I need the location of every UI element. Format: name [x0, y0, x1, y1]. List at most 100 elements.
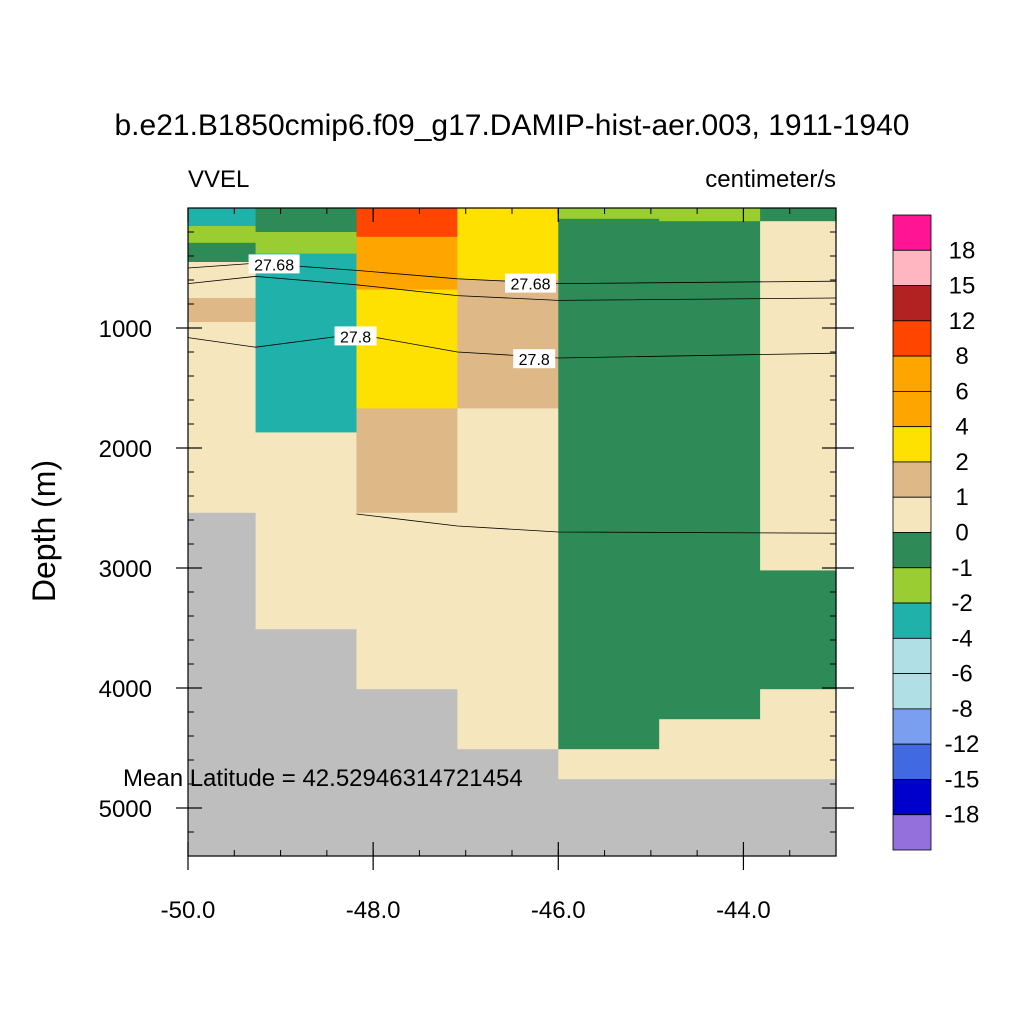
colorbar-label: -12 — [945, 731, 980, 758]
contour-label-bg — [334, 326, 377, 346]
colorbar-box-15 — [892, 743, 932, 780]
heatmap-cell-7 — [255, 208, 358, 233]
colorbar-label: 18 — [949, 237, 976, 264]
contour-label-bg — [248, 254, 300, 274]
contour-line-1 — [187, 275, 837, 301]
colorbar-box-5 — [892, 390, 932, 428]
heatmap-cell-16 — [356, 512, 458, 690]
colorbar-label: -15 — [945, 766, 980, 793]
heatmap-cell-20 — [457, 408, 559, 750]
contour-label-text: 27.8 — [340, 329, 371, 346]
colorbar-box-0 — [892, 214, 932, 251]
heatmap-cell-2 — [188, 242, 257, 263]
colorbar-label: -18 — [945, 802, 980, 829]
colorbar-label: 4 — [955, 414, 968, 441]
heatmap-cell-23 — [558, 218, 660, 750]
heatmap-cell-27 — [659, 221, 761, 720]
colorbar-label: 8 — [955, 343, 968, 370]
contour-label-text: 27.8 — [519, 352, 550, 369]
colorbar-box-2 — [892, 285, 932, 322]
colorbar-label: 2 — [955, 449, 968, 476]
colorbar-box-8 — [892, 496, 932, 533]
heatmap-cell-33 — [760, 689, 837, 780]
mean-latitude-annotation: Mean Latitude = 42.52946314721454 — [123, 765, 523, 792]
colorbar-label: 6 — [955, 378, 968, 405]
heatmap-cell-15 — [356, 408, 458, 514]
colorbar-box-9 — [892, 532, 932, 569]
contour-label-bg — [505, 273, 557, 293]
heatmap-cell-34 — [760, 779, 837, 857]
heatmap-cell-28 — [659, 719, 761, 780]
contour-label-0: 27.68 — [248, 254, 300, 274]
units-label: centimeter/s — [705, 166, 836, 193]
contour-line-3 — [356, 513, 837, 534]
colorbar-box-10 — [892, 567, 932, 604]
colorbar-label: 0 — [955, 520, 968, 547]
y-tick-label: 1000 — [99, 316, 152, 343]
heatmap-cell-26 — [659, 208, 761, 222]
y-tick-label: 3000 — [99, 556, 152, 583]
colorbar-box-14 — [892, 708, 932, 745]
colorbar-box-1 — [892, 249, 932, 286]
colorbar-box-3 — [892, 320, 932, 357]
colorbar-label: -8 — [951, 696, 972, 723]
heatmap-cell-29 — [659, 779, 761, 857]
y-tick-label: 2000 — [99, 436, 152, 463]
x-tick-label: -44.0 — [716, 897, 771, 924]
x-tick-label: -50.0 — [161, 897, 216, 924]
heatmap-cell-10 — [255, 432, 358, 630]
heatmap-cell-11 — [255, 629, 358, 857]
colorbar-box-12 — [892, 637, 932, 675]
contour-labels: 27.68 27.68 27.8 27.8 — [248, 254, 557, 369]
colorbar-box-7 — [892, 461, 932, 498]
colorbar-box-16 — [892, 779, 932, 816]
colorbar-label: 1 — [955, 484, 968, 511]
heatmap-cell-13 — [356, 236, 458, 291]
contour-label-2: 27.8 — [334, 326, 377, 346]
heatmap-cell-25 — [558, 779, 660, 857]
colorbar-label: -1 — [951, 555, 972, 582]
contour-label-3: 27.8 — [513, 349, 556, 369]
colorbar-label: 12 — [949, 308, 976, 335]
heatmap-cell-12 — [356, 208, 458, 238]
colorbar-box-13 — [892, 673, 932, 710]
heatmap-cell-18 — [457, 208, 559, 281]
heatmap-cell-32 — [760, 570, 837, 690]
heatmap-cell-6 — [188, 512, 257, 857]
heatmap-cell-0 — [188, 208, 257, 227]
contour-line-2 — [187, 333, 837, 359]
colorbar-label: -4 — [951, 625, 972, 652]
x-tick-label: -48.0 — [346, 897, 401, 924]
contour-label-text: 27.68 — [510, 277, 550, 294]
colorbar-label: -6 — [951, 661, 972, 688]
contour-label-bg — [513, 349, 556, 369]
heatmap-cell-31 — [760, 221, 837, 571]
x-tick-label: -46.0 — [531, 897, 586, 924]
contour-label-1: 27.68 — [505, 273, 557, 294]
heatmap-cell-30 — [760, 208, 837, 222]
contour-lines — [187, 262, 837, 534]
heatmap-cell-1 — [188, 226, 257, 244]
chart-title: b.e21.B1850cmip6.f09_g17.DAMIP-hist-aer.… — [115, 109, 910, 142]
colorbar-box-6 — [892, 426, 932, 463]
colorbar-box-17 — [892, 814, 932, 851]
contour-line-0 — [187, 262, 837, 285]
colorbar-box-11 — [892, 602, 932, 639]
y-tick-label: 5000 — [99, 796, 152, 823]
contour-label-text: 27.68 — [254, 257, 294, 274]
axes: -50.0 -48.0 -46.0 -44.0 1000 2000 3000 4000 5000 — [99, 207, 854, 924]
colorbar-label: 15 — [949, 273, 976, 300]
colorbar-box-4 — [892, 355, 932, 392]
heatmap-cells — [188, 208, 837, 857]
heatmap-cell-17 — [356, 689, 458, 857]
heatmap-cell-21 — [457, 749, 559, 857]
heatmap-cell-22 — [558, 208, 660, 220]
variable-label: VVEL — [188, 166, 249, 193]
y-axis-label: Depth (m) — [26, 460, 62, 602]
heatmap-cell-24 — [558, 749, 660, 780]
colorbar: 18 15 12 8 6 4 2 1 0 -1 -2 -4 -6 -8 -12 -15 -18 — [892, 214, 980, 851]
heatmap-cell-19 — [457, 280, 559, 409]
colorbar-label: -2 — [951, 590, 972, 617]
heatmap-cell-5 — [188, 322, 257, 514]
